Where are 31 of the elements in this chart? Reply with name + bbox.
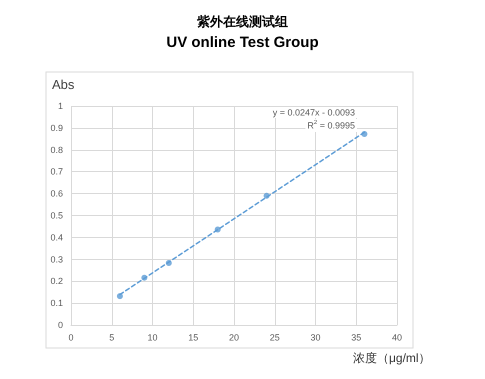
point [166,260,172,266]
y-tick-label: 0.2 [50,276,63,286]
annotation: y = 0.0247x - 0.0093 [272,108,356,118]
chart-title: 紫外在线测试组 [196,14,288,29]
y-tick-label: 0.9 [50,122,63,133]
y-axis-title: Abs [52,77,75,92]
x-tick-label: 5 [109,332,114,342]
y-tick-label: 0.7 [50,166,63,177]
y-tick-label: 0.4 [50,232,63,242]
y-tick-label: 0.5 [50,210,63,220]
y-tick-label: 0.6 [50,188,63,199]
x-tick-label: 40 [392,332,402,342]
x-tick-label: 10 [147,332,158,342]
x-tick-label: 0 [68,332,74,342]
point [116,293,123,300]
point [264,192,270,199]
point [214,226,221,233]
y-tick-label: 0.3 [50,254,63,264]
y-tick-label: 0 [58,320,63,330]
x-tick-label: 25 [270,332,280,342]
point [361,131,368,138]
y-tick-label: 0.1 [50,298,63,308]
chart-subtitle: UV online Test Group [166,34,319,51]
x-axis-title: 浓度（μg/ml） [353,351,431,365]
x-tick-label: 20 [228,332,240,342]
x-tick-label: 15 [188,332,198,342]
y-tick-label: 0.8 [50,144,63,155]
point [141,274,148,281]
x-tick-label: 30 [310,332,321,342]
x-tick-label: 35 [351,332,362,342]
y-tick-label: 1 [58,101,63,111]
